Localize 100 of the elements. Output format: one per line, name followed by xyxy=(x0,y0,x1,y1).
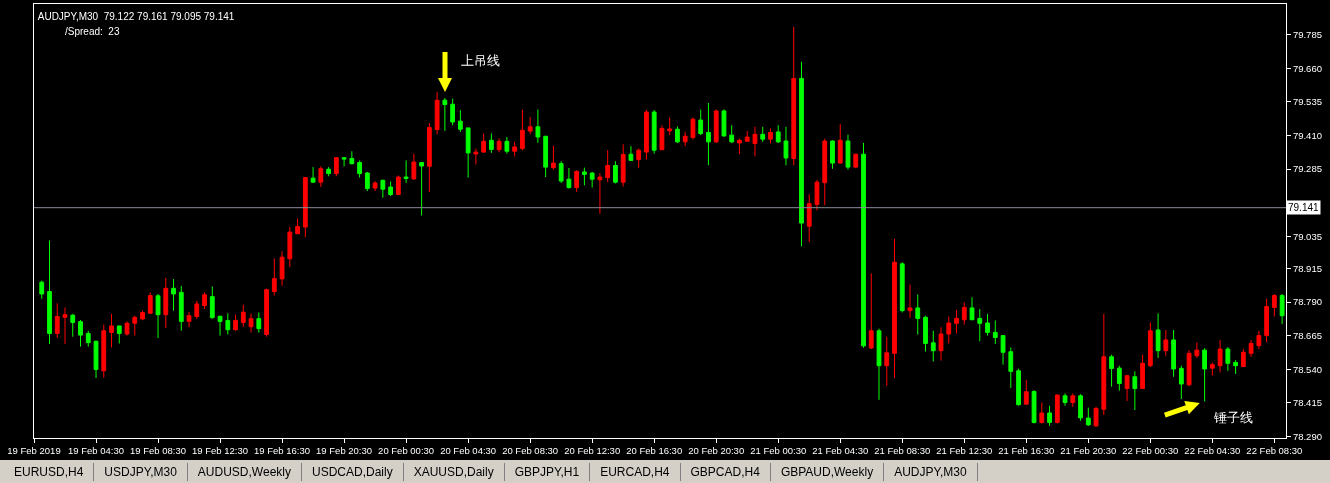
y-tick-label: 79.285 xyxy=(1292,163,1322,175)
candlestick xyxy=(892,238,897,379)
candlestick xyxy=(434,91,440,135)
candlestick xyxy=(217,315,223,337)
text: GBPAUD,Weekly xyxy=(770,462,885,481)
candlestick xyxy=(178,285,184,332)
candlestick xyxy=(1039,402,1045,424)
x-tick-label: 19 Feb 04:30 xyxy=(68,445,125,457)
candlestick xyxy=(163,277,169,329)
ref-line-label: 79.141 xyxy=(1288,202,1320,213)
candlestick xyxy=(597,172,603,215)
candlestick xyxy=(271,257,277,297)
candlestick xyxy=(620,143,626,187)
candlestick xyxy=(1248,339,1254,358)
candlestick xyxy=(155,293,161,339)
candlestick xyxy=(1264,298,1270,343)
candlestick xyxy=(279,250,285,287)
candlestick xyxy=(1023,379,1029,406)
candlestick xyxy=(582,167,587,186)
candlestick xyxy=(783,126,789,166)
candlestick xyxy=(1109,354,1114,388)
candlestick xyxy=(326,166,331,177)
candlestick xyxy=(54,302,60,339)
candlestick xyxy=(372,180,378,192)
x-tick-label: 22 Feb 08:30 xyxy=(1246,445,1303,457)
candlestick xyxy=(907,284,913,319)
candlestick xyxy=(1186,349,1192,387)
text: XAUUSD,Daily xyxy=(403,462,505,481)
candlestick xyxy=(1140,354,1145,390)
candlestick xyxy=(1225,346,1231,372)
candlestick xyxy=(1116,365,1122,392)
y-tick-label: 79.660 xyxy=(1292,62,1322,74)
candlestick xyxy=(496,137,502,153)
candlestick xyxy=(1070,392,1076,408)
candlestick xyxy=(737,138,742,155)
candlestick xyxy=(47,239,52,345)
x-tick-label: 21 Feb 20:30 xyxy=(1060,445,1117,457)
candlestick xyxy=(1194,341,1200,359)
candlestick xyxy=(264,288,269,338)
candlestick xyxy=(713,108,719,144)
candlestick xyxy=(426,122,432,193)
candlestick xyxy=(395,174,401,196)
candlestick xyxy=(116,325,122,344)
candlestick xyxy=(488,133,494,154)
candlestick xyxy=(527,116,533,135)
candlestick xyxy=(1101,313,1107,416)
candlestick xyxy=(101,324,107,379)
candlestick xyxy=(845,134,851,171)
candlestick xyxy=(884,336,890,387)
y-tick-label: 79.035 xyxy=(1292,230,1322,242)
candlestick xyxy=(295,217,300,235)
x-tick-label: 20 Feb 04:30 xyxy=(440,445,497,457)
y-tick-label: 78.665 xyxy=(1292,329,1322,341)
candlestick xyxy=(682,131,688,147)
candlestick xyxy=(946,316,952,344)
candlestick xyxy=(868,272,874,350)
candlestick xyxy=(706,102,711,166)
candlestick xyxy=(109,313,114,348)
candlestick xyxy=(520,109,525,151)
candlestick xyxy=(450,98,456,126)
candlestick xyxy=(876,328,882,401)
candlestick xyxy=(318,165,324,188)
candlestick xyxy=(333,156,339,177)
candlestick xyxy=(768,127,773,144)
x-tick-label: 20 Feb 20:30 xyxy=(688,445,745,457)
x-tick-label: 19 Feb 2019 xyxy=(7,445,61,457)
candlestick xyxy=(1132,370,1138,411)
candlestick xyxy=(744,130,750,143)
text: GBPJPY,H1 xyxy=(504,462,591,481)
candlestick xyxy=(380,179,386,199)
candlestick xyxy=(830,139,835,170)
candlestick xyxy=(814,179,820,211)
candlestick xyxy=(992,320,998,345)
candlestick xyxy=(1279,293,1285,325)
candlestick xyxy=(341,156,347,167)
x-tick-label: 22 Feb 04:30 xyxy=(1184,445,1241,457)
candlestick xyxy=(186,311,192,328)
candlestick xyxy=(388,180,394,197)
y-tick-label: 78.290 xyxy=(1292,430,1322,442)
candlestick xyxy=(752,126,758,157)
x-tick-label: 20 Feb 16:30 xyxy=(626,445,683,457)
candlestick xyxy=(1016,368,1021,407)
candlestick xyxy=(233,314,238,332)
candlestick xyxy=(302,176,308,238)
candlestick xyxy=(543,135,549,178)
x-tick-label: 21 Feb 08:30 xyxy=(874,445,931,457)
candlestick xyxy=(574,169,580,193)
candlestick xyxy=(1008,346,1014,389)
candlestick xyxy=(923,315,928,352)
candlestick xyxy=(1147,321,1153,368)
candlestick xyxy=(209,285,215,320)
candlestick xyxy=(62,306,68,345)
candlestick xyxy=(698,109,704,136)
candlestick xyxy=(760,126,766,143)
candlestick xyxy=(853,153,859,169)
text: USDCAD,Daily xyxy=(301,462,404,481)
candlestick xyxy=(985,313,990,337)
candlestick xyxy=(589,171,595,189)
candlestick xyxy=(961,301,967,326)
candlestick xyxy=(675,125,680,144)
